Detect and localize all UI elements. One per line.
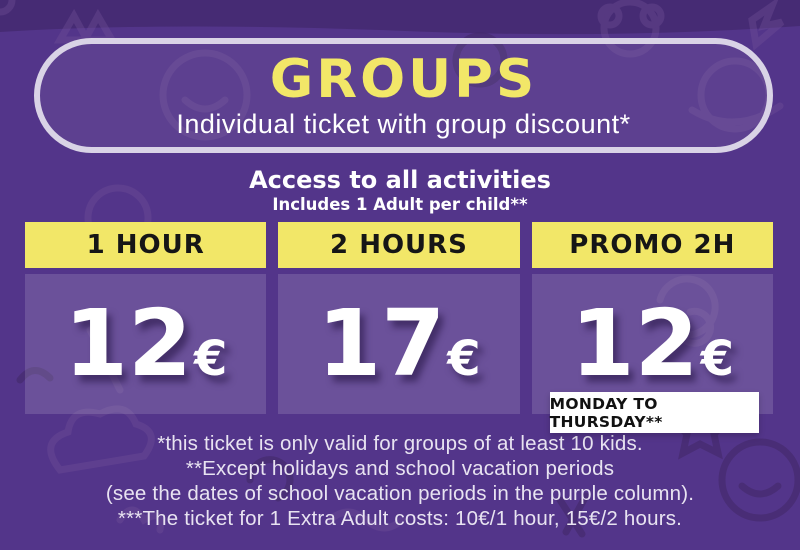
page-title: GROUPS bbox=[269, 49, 538, 110]
price-panel: 12€ bbox=[531, 274, 773, 414]
euro-symbol: € bbox=[447, 331, 481, 387]
price-number: 12 bbox=[570, 290, 699, 397]
price-number: 12 bbox=[63, 290, 192, 397]
banner-subtitle: Individual ticket with group discount* bbox=[176, 108, 631, 139]
footnote-line: **Except holidays and school vacation pe… bbox=[185, 457, 615, 480]
price-number: 17 bbox=[317, 290, 446, 397]
footnote-line: (see the dates of school vacation period… bbox=[105, 482, 695, 505]
activities-heading: Access to all activities bbox=[249, 166, 551, 194]
footnote-line: *this ticket is only valid for groups of… bbox=[157, 432, 643, 455]
euro-symbol: € bbox=[193, 331, 228, 387]
footnote-line: ***The ticket for 1 Extra Adult costs: 1… bbox=[117, 507, 683, 530]
pricing-columns: 1 HOUR 12€ 2 HOURS 17€ PROMO 2H 12€ MOND… bbox=[25, 222, 773, 433]
promo-validity-note: MONDAY TO THURSDAY** bbox=[549, 392, 759, 433]
column-header-2-hours: 2 HOURS bbox=[278, 222, 520, 268]
price-panel: 17€ bbox=[278, 274, 520, 414]
price-value: 12€ bbox=[571, 298, 734, 390]
column-header-1-hour: 1 HOUR bbox=[25, 222, 267, 268]
pricing-column-1-hour: 1 HOUR 12€ bbox=[25, 222, 267, 414]
price-value: 12€ bbox=[64, 298, 227, 390]
footnotes: *this ticket is only valid for groups of… bbox=[0, 431, 800, 531]
euro-symbol: € bbox=[700, 331, 735, 387]
groups-banner: GROUPS Individual ticket with group disc… bbox=[34, 38, 773, 153]
price-value: 17€ bbox=[317, 298, 480, 390]
pricing-column-promo-2h: PROMO 2H 12€ MONDAY TO THURSDAY** bbox=[531, 222, 773, 433]
column-header-promo-2h: PROMO 2H bbox=[531, 222, 773, 268]
pricing-column-2-hours: 2 HOURS 17€ bbox=[278, 222, 520, 414]
adult-included-note: Includes 1 Adult per child** bbox=[272, 195, 528, 214]
price-panel: 12€ bbox=[25, 274, 267, 414]
